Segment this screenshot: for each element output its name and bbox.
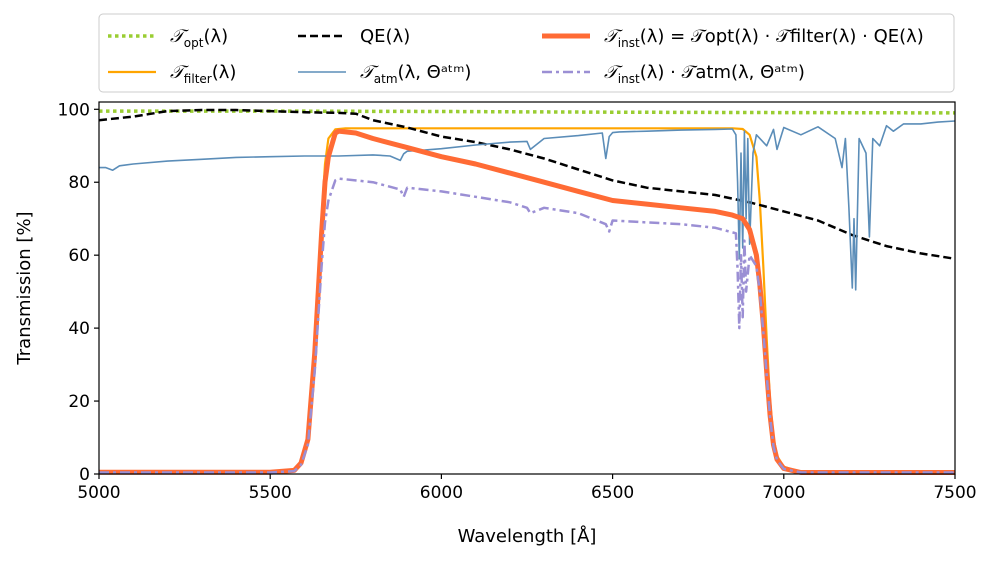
chart: 5000 5500 6000 6500 7000 7500 0 20 40 60 80 100 Wav… [0, 0, 996, 562]
series-line-4 [99, 131, 955, 472]
series-line-0 [99, 111, 955, 113]
x-tick-label: 7500 [933, 483, 976, 503]
legend-entry-2: QE(λ) [360, 26, 410, 47]
y-tick-label: 40 [68, 319, 90, 339]
x-tick-label: 5500 [249, 483, 292, 503]
y-tick-label: 0 [79, 465, 90, 485]
y-axis-label: Transmission [%] [14, 211, 35, 365]
ticks-layer: 5000 5500 6000 6500 7000 7500 0 20 40 60 80 100 [58, 100, 977, 503]
series-layer [99, 110, 955, 473]
series-line-5 [99, 179, 955, 473]
legend: 𝒯opt(λ)𝒯filter(λ)QE(λ)𝒯atm(λ, Θᵃᵗᵐ)𝒯inst… [99, 14, 954, 92]
y-tick-label: 80 [68, 173, 90, 193]
series-line-3 [99, 121, 955, 290]
x-axis-label: Wavelength [Å] [458, 525, 597, 547]
x-tick-label: 6500 [591, 483, 634, 503]
x-tick-label: 7000 [762, 483, 805, 503]
y-tick-label: 100 [58, 100, 90, 120]
y-tick-label: 20 [68, 392, 90, 412]
x-tick-label: 6000 [420, 483, 463, 503]
legend-entry-4: 𝒯inst(λ) = 𝒯opt(λ) · 𝒯filter(λ) · QE(λ) [604, 26, 924, 50]
y-tick-label: 60 [68, 246, 90, 266]
x-tick-label: 5000 [77, 483, 120, 503]
